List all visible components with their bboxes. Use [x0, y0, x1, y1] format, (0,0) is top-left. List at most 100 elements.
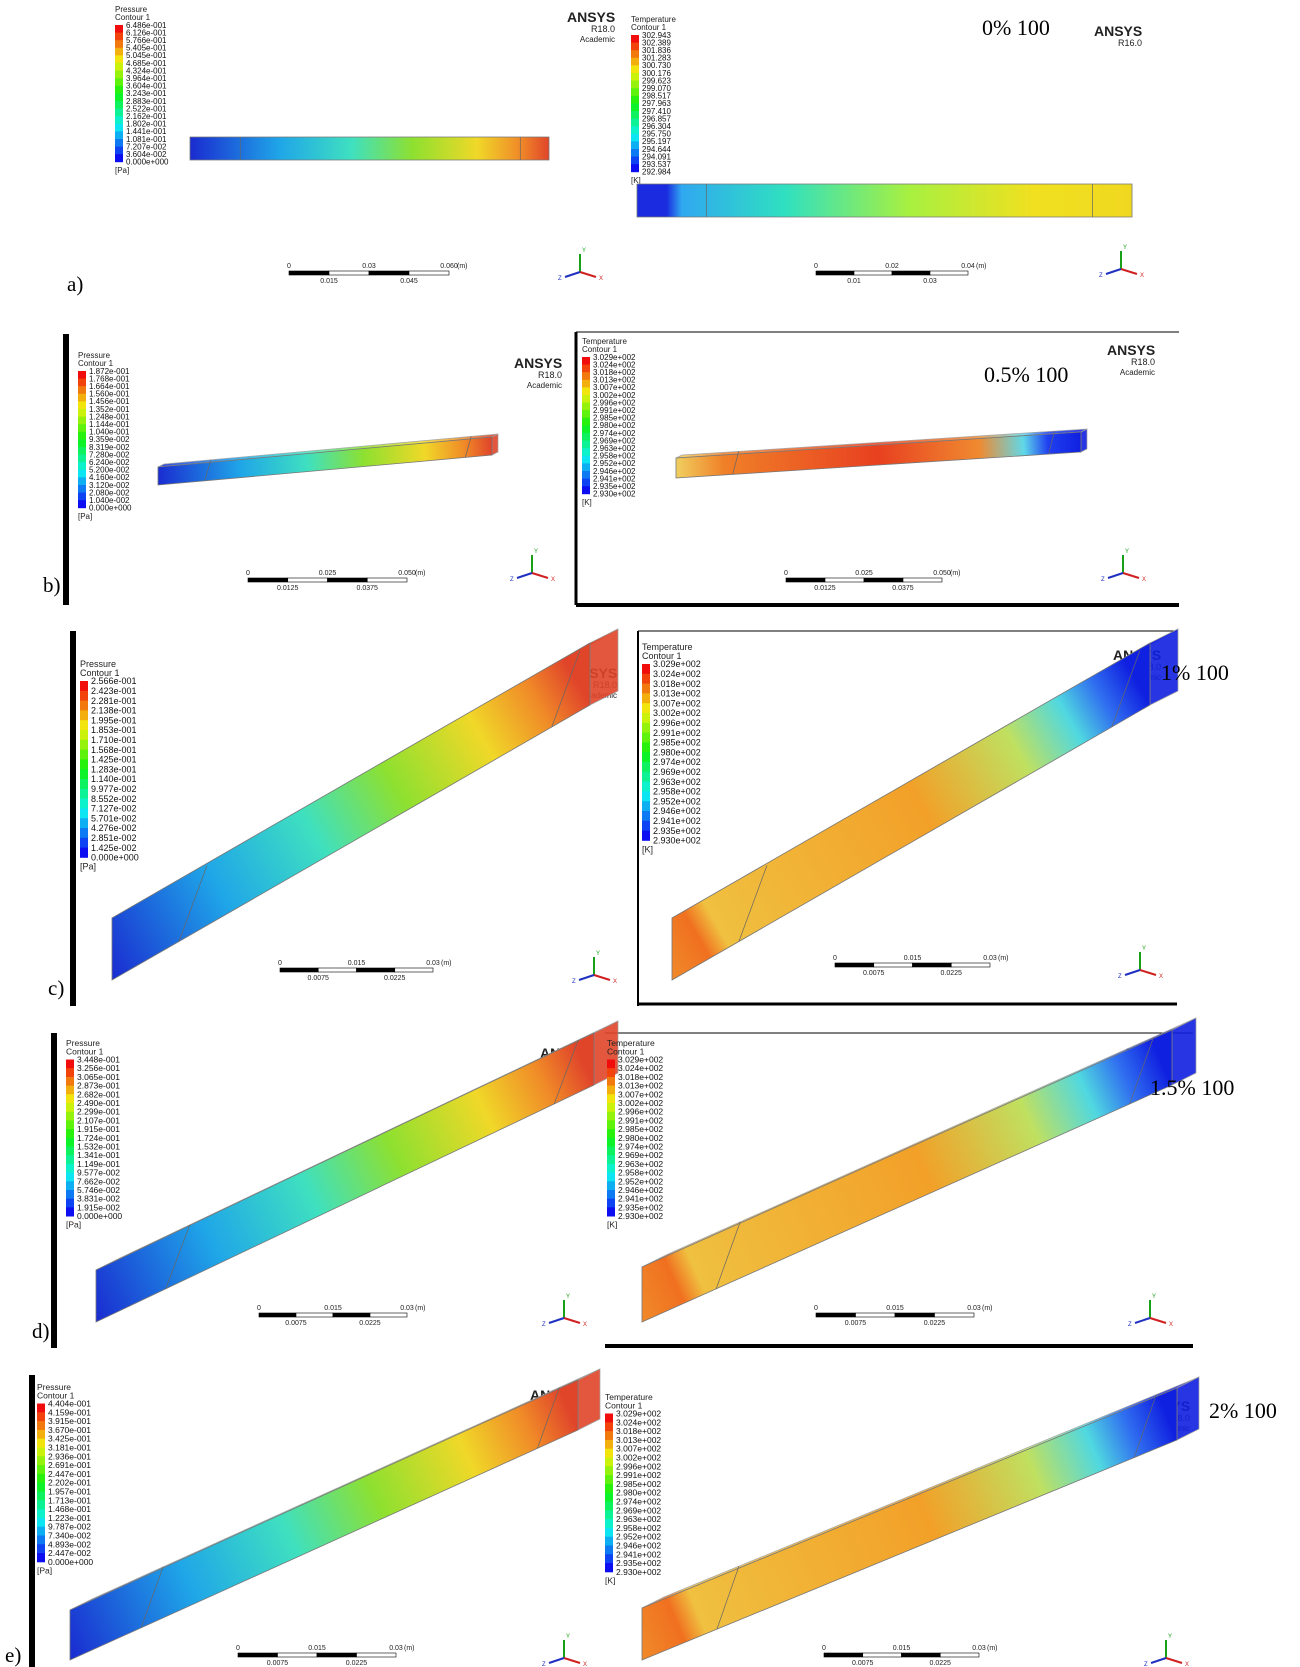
legend-swatch: [642, 684, 650, 694]
panel-label: c): [48, 976, 64, 1000]
scale-label: 0.045: [400, 278, 418, 285]
scale-segment: [288, 578, 328, 582]
scale-label: 0: [784, 570, 788, 577]
legend-swatch: [605, 1466, 613, 1475]
legend-swatch: [80, 759, 88, 769]
legend-swatch: [631, 50, 639, 58]
legend-swatch: [631, 149, 639, 157]
scale-segment: [278, 1653, 318, 1657]
triad-z: [1151, 1658, 1166, 1663]
annotation: 0% 100: [982, 15, 1050, 40]
brand-version: R18.0: [591, 24, 615, 34]
legend-swatch: [642, 693, 650, 703]
legend-swatch: [582, 486, 590, 494]
scale-label: 0: [278, 960, 282, 967]
scale-label: 0.0225: [930, 1660, 952, 1667]
legend-swatch: [66, 1207, 74, 1216]
domain-end: [578, 1369, 600, 1430]
legend-swatch: [605, 1493, 613, 1502]
triad-label: X: [583, 1662, 587, 1667]
legend-swatch: [605, 1422, 613, 1431]
legend-swatch: [66, 1120, 74, 1129]
brand: ANSYS: [514, 355, 562, 371]
legend-swatch: [582, 365, 590, 373]
legend-swatch: [66, 1155, 74, 1164]
scale-segment: [357, 1653, 397, 1657]
legend-swatch: [80, 838, 88, 848]
legend-swatch: [631, 58, 639, 66]
legend-swatch: [607, 1129, 615, 1138]
scale-unit: (m): [998, 955, 1009, 962]
triad-label: Y: [1123, 245, 1127, 251]
scale-segment: [895, 1313, 935, 1317]
legend-swatch: [605, 1554, 613, 1563]
domain-face: [70, 1380, 578, 1660]
legend-swatch: [631, 88, 639, 96]
domain-face: [642, 1388, 1177, 1660]
scale-label: 0.0125: [277, 585, 299, 592]
legend-swatch: [607, 1103, 615, 1112]
scale-segment: [328, 578, 368, 582]
legend-swatch: [582, 395, 590, 403]
legend-swatch: [582, 433, 590, 441]
legend-swatch: [80, 720, 88, 730]
legend-swatch: [37, 1430, 45, 1439]
scale-segment: [940, 1653, 979, 1657]
legend-swatch: [80, 789, 88, 799]
legend-swatch: [115, 93, 123, 101]
scale-unit: (m): [987, 1645, 998, 1652]
legend-level: 1.853e-001: [91, 725, 137, 735]
domain-end: [492, 434, 498, 455]
legend-swatch: [631, 35, 639, 43]
legend-swatch: [631, 134, 639, 142]
legend-level: 2.969e+002: [653, 767, 701, 777]
legend-swatch: [605, 1519, 613, 1528]
scale-segment: [902, 1653, 941, 1657]
legend-unit: [K]: [582, 498, 592, 507]
legend-swatch: [66, 1103, 74, 1112]
legend-swatch: [115, 48, 123, 56]
legend-swatch: [582, 479, 590, 487]
triad-z: [1135, 1318, 1150, 1323]
triad-label: X: [599, 276, 603, 282]
triad-label: X: [1185, 1662, 1189, 1667]
legend-swatch: [631, 111, 639, 119]
legend-swatch: [115, 109, 123, 117]
legend-swatch: [115, 55, 123, 63]
legend-swatch: [66, 1129, 74, 1138]
legend-swatch: [605, 1510, 613, 1519]
legend-swatch: [582, 425, 590, 433]
legend-swatch: [80, 818, 88, 828]
legend-swatch: [37, 1439, 45, 1448]
brand-edition: Academic: [527, 381, 562, 390]
triad-x: [564, 1318, 580, 1323]
legend-swatch: [582, 387, 590, 395]
scale-label: 0.0075: [852, 1660, 874, 1667]
brand-edition: Academic: [580, 35, 615, 44]
legend-unit: [Pa]: [37, 1565, 52, 1575]
legend-swatch: [37, 1500, 45, 1509]
legend-level: 7.127e-002: [91, 804, 137, 814]
legend-swatch: [78, 485, 86, 493]
scale-label: 0.015: [348, 960, 366, 967]
scale-label: 0.03: [400, 1305, 414, 1312]
scale-label: 0.015: [308, 1645, 326, 1652]
legend-level: 4.276e-002: [91, 823, 137, 833]
scale-label: 0: [822, 1645, 826, 1652]
legend-swatch: [78, 470, 86, 478]
scale-label: 0: [814, 1305, 818, 1312]
scale-unit: (m): [404, 1645, 415, 1652]
legend-swatch: [607, 1094, 615, 1103]
legend-swatch: [80, 848, 88, 858]
legend-swatch: [115, 40, 123, 48]
legend-swatch: [78, 424, 86, 432]
triad-z: [1106, 269, 1121, 274]
triad-label: Y: [582, 248, 586, 254]
scale-segment: [935, 1313, 975, 1317]
scale-segment: [367, 578, 407, 582]
legend-swatch: [37, 1448, 45, 1457]
legend-swatch: [80, 750, 88, 760]
scale-label: 0.050: [398, 570, 416, 577]
scale-label: 0.0225: [359, 1320, 381, 1327]
legend-swatch: [80, 740, 88, 750]
